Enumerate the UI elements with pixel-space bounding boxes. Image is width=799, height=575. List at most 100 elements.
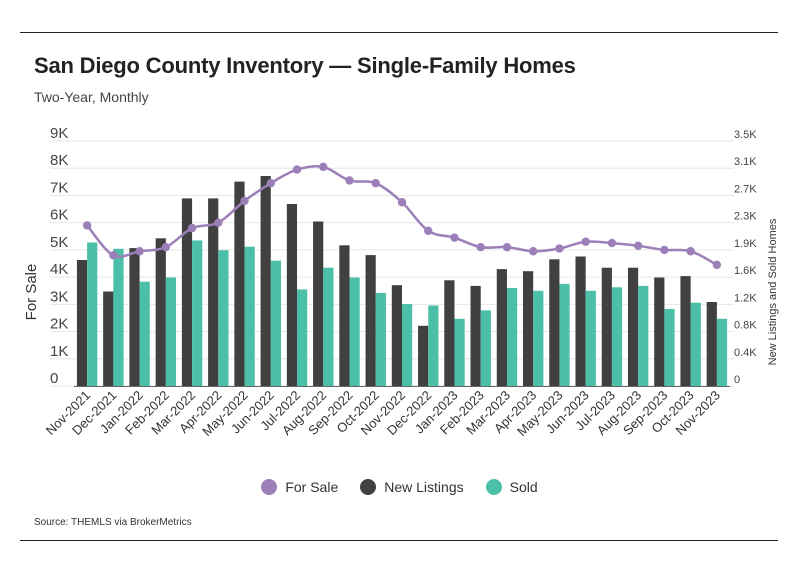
bar-sold [375, 292, 386, 386]
bar-sold [638, 285, 649, 386]
y-left-axis-title: For Sale [23, 264, 40, 321]
bar-sold [559, 283, 570, 386]
y-right-tick-label: 0.8K [734, 320, 757, 332]
bar-sold [585, 290, 596, 386]
for-sale-point [502, 242, 512, 252]
bar-new-listings [391, 285, 402, 386]
bar-new-listings [155, 238, 166, 386]
bar-sold [87, 242, 98, 386]
bar-sold [428, 305, 439, 386]
y-right-tick-label: 1.2K [734, 292, 757, 304]
bar-sold [402, 304, 413, 386]
bottom-rule [20, 540, 778, 541]
for-sale-point [555, 244, 564, 253]
for-sale-point [135, 247, 144, 256]
for-sale-point [371, 178, 380, 188]
bar-new-listings [103, 291, 114, 386]
bar-new-listings [496, 269, 507, 386]
y-left-tick-label: 0 [50, 370, 58, 387]
y-left-tick-label: 7K [50, 179, 68, 196]
for-sale-point [187, 223, 197, 233]
for-sale-point [529, 247, 538, 256]
y-left-tick-label: 3K [50, 288, 68, 305]
y-right-tick-label: 0.4K [734, 347, 757, 359]
y-right-tick-label: 0 [734, 374, 740, 386]
bar-new-listings [444, 280, 455, 386]
bar-sold [244, 246, 255, 386]
for-sale-point [319, 162, 328, 172]
new-listings-swatch-icon [360, 479, 377, 495]
bar-sold [139, 281, 150, 386]
for-sale-point [397, 198, 407, 207]
legend-item-sold[interactable]: Sold [485, 479, 538, 495]
legend-item-for-sale[interactable]: For Sale [261, 479, 338, 495]
bar-new-listings [470, 285, 481, 386]
bar-sold [480, 310, 491, 386]
bar-new-listings [706, 302, 717, 386]
source-note: Source: THEMLS via BrokerMetrics [34, 517, 192, 528]
bar-sold [690, 302, 701, 386]
bar-sold [716, 318, 728, 386]
for-sale-point [581, 237, 590, 246]
for-sale-point [240, 196, 249, 206]
for-sale-point [82, 221, 92, 230]
bar-sold [270, 260, 281, 386]
bar-new-listings [76, 260, 88, 386]
chart-title: San Diego County Inventory — Single-Fami… [34, 53, 576, 78]
bar-new-listings [181, 198, 193, 386]
bar-sold [454, 318, 465, 386]
y-right-tick-label: 2.7K [734, 183, 757, 195]
bar-sold [192, 240, 203, 386]
bar-sold [611, 287, 623, 386]
bar-sold [165, 277, 177, 386]
legend-label-for-sale: For Sale [285, 479, 339, 495]
for-sale-point [633, 241, 643, 251]
bar-new-listings [234, 181, 245, 386]
for-sale-point [476, 242, 485, 252]
bar-sold [664, 309, 675, 386]
for-sale-point [292, 165, 302, 174]
y-left-tick-label: 1K [50, 343, 68, 360]
y-left-tick-label: 2K [50, 316, 68, 333]
legend-item-new-listings[interactable]: New Listings [360, 479, 464, 495]
y-right-tick-label: 2.3K [734, 211, 757, 223]
for-sale-point [607, 238, 617, 248]
y-right-axis-title: New Listings and Sold Homes [767, 218, 779, 365]
y-right-tick-label: 1.6K [734, 265, 757, 277]
bar-new-listings [523, 271, 534, 386]
bar-new-listings [365, 255, 376, 386]
bar-new-listings [654, 277, 665, 386]
bar-new-listings [549, 259, 560, 386]
legend: For Sale New Listings Sold [0, 479, 799, 495]
for-sale-point [109, 251, 118, 260]
bar-new-listings [680, 276, 691, 386]
bar-new-listings [627, 267, 639, 386]
bar-sold [323, 267, 334, 386]
y-left-tick-label: 8K [50, 152, 68, 169]
legend-label-sold: Sold [509, 479, 538, 495]
bar-new-listings [286, 204, 298, 386]
bar-new-listings [575, 256, 586, 386]
for-sale-point [712, 260, 722, 270]
y-left-tick-label: 9K [50, 125, 68, 142]
top-rule [20, 32, 778, 33]
bar-new-listings [339, 245, 350, 386]
y-right-tick-label: 3.5K [734, 129, 757, 141]
y-right-tick-label: 3.1K [734, 156, 757, 168]
bar-new-listings [601, 267, 612, 386]
for-sale-point [450, 233, 459, 242]
bar-sold [218, 250, 229, 386]
for-sale-point [686, 247, 695, 256]
bar-new-listings [418, 325, 429, 386]
for-sale-point [266, 178, 275, 188]
chart-subtitle: Two-Year, Monthly [34, 89, 149, 105]
bar-new-listings [129, 248, 140, 386]
y-left-tick-label: 6K [50, 207, 68, 224]
for-sale-point [214, 218, 223, 227]
bar-new-listings [208, 198, 219, 386]
for-sale-point [345, 176, 354, 185]
y-left-tick-label: 4K [50, 261, 68, 278]
bar-new-listings [313, 221, 324, 386]
for-sale-point [161, 242, 171, 252]
